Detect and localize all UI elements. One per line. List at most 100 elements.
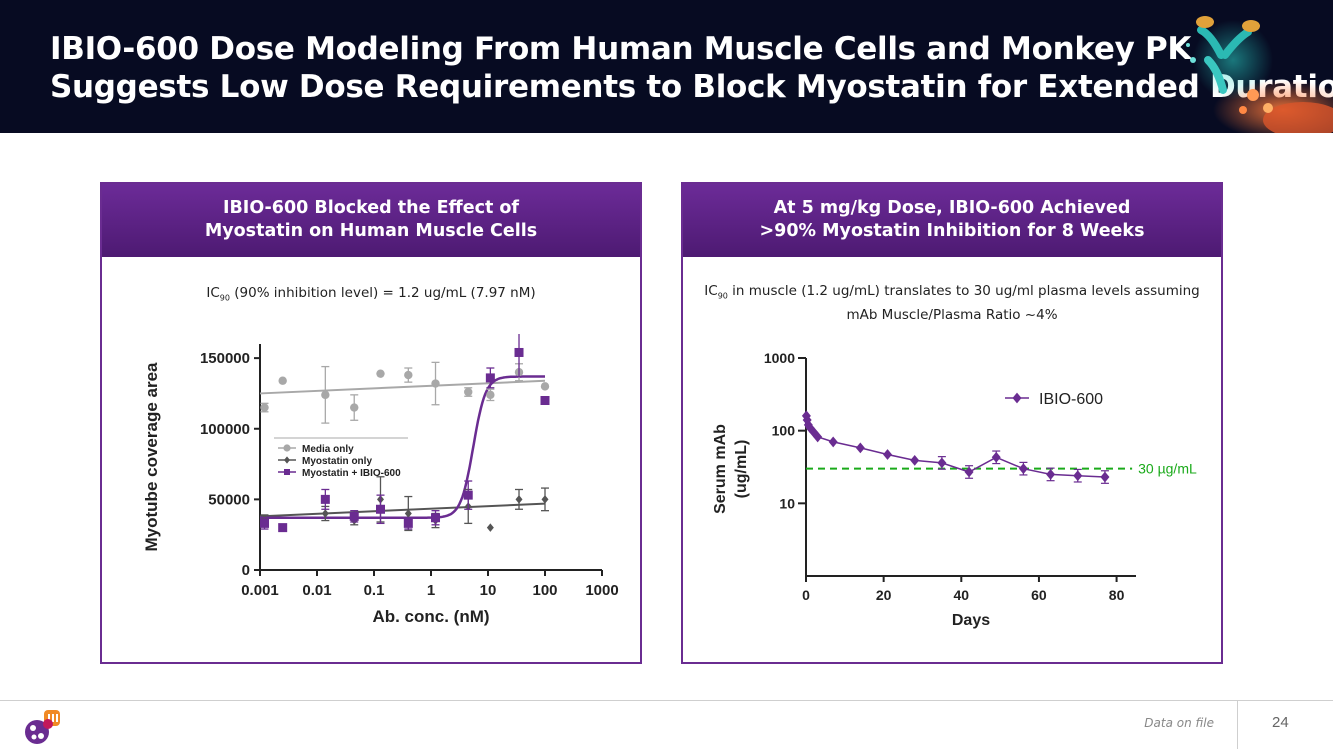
data-point bbox=[321, 509, 329, 518]
y-tick-label: 150000 bbox=[200, 350, 250, 367]
fit-line bbox=[259, 502, 546, 518]
slide-header: IBIO-600 Dose Modeling From Human Muscle… bbox=[0, 0, 1333, 133]
footnote: Data on file bbox=[1144, 716, 1214, 730]
data-point bbox=[376, 369, 385, 378]
data-point bbox=[991, 451, 1001, 463]
threshold-label: 30 µg/mL bbox=[1138, 461, 1197, 477]
ic90-text: (90% inhibition level) = 1.2 ug/mL (7.97… bbox=[229, 285, 536, 301]
footer-vertical-divider bbox=[1237, 701, 1238, 749]
x-tick-label: 0.01 bbox=[302, 582, 331, 599]
x-tick-label: 100 bbox=[532, 582, 557, 599]
data-point bbox=[515, 495, 523, 504]
x-tick-label: 0 bbox=[802, 587, 810, 603]
legend-label: Media only bbox=[302, 444, 354, 455]
left-panel-title-line-2: Myostatin on Human Muscle Cells bbox=[204, 221, 538, 241]
right-panel-note-line-2: mAb Muscle/Plasma Ratio ~4% bbox=[846, 306, 1058, 323]
data-point bbox=[321, 390, 330, 400]
legend-label: IBIO-600 bbox=[1039, 391, 1103, 408]
dose-response-chart: 0.001 0.01 0.1 1 10 100 1000 0 50000 100000 150000… bbox=[142, 334, 619, 626]
data-point bbox=[404, 509, 412, 518]
data-point bbox=[910, 454, 920, 466]
y-axis-title-line-2: (ug/mL) bbox=[733, 440, 750, 499]
x-tick-label: 10 bbox=[480, 582, 497, 599]
data-point bbox=[463, 490, 473, 500]
data-point bbox=[855, 442, 865, 454]
data-point bbox=[278, 523, 288, 533]
data-point bbox=[1073, 470, 1083, 482]
ic90-prefix: IC bbox=[704, 283, 718, 299]
pk-chart: 0 20 40 60 80 10 100 1000 Days Serum mAb (ug/mL) 30… bbox=[712, 350, 1197, 629]
y-tick-label: 10 bbox=[779, 495, 795, 511]
legend-swatch-marker bbox=[283, 444, 291, 452]
data-point bbox=[1018, 463, 1028, 475]
y-tick-label: 0 bbox=[242, 562, 250, 579]
page-number: 24 bbox=[1272, 714, 1289, 731]
x-tick-label: 0.1 bbox=[364, 582, 385, 599]
x-axis-title: Ab. conc. (nM) bbox=[372, 607, 489, 626]
data-point bbox=[320, 494, 330, 504]
data-point bbox=[350, 403, 359, 412]
right-panel-title: At 5 mg/kg Dose, IBIO-600 Achieved >90% … bbox=[683, 184, 1221, 257]
data-point bbox=[883, 449, 893, 460]
legend-swatch-marker bbox=[284, 469, 290, 475]
y-tick-label: 1000 bbox=[764, 350, 795, 366]
ic90-subscript: 90 bbox=[219, 293, 230, 303]
data-point bbox=[937, 457, 947, 469]
data-point bbox=[541, 495, 549, 504]
legend-swatch-marker bbox=[1012, 392, 1022, 404]
slide-title-line-2: Suggests Low Dose Requirements to Block … bbox=[50, 69, 1333, 105]
data-point bbox=[278, 376, 287, 385]
data-point bbox=[349, 511, 359, 521]
data-point bbox=[375, 504, 385, 514]
data-point bbox=[260, 518, 270, 528]
legend-label: Myostatin only bbox=[302, 456, 372, 467]
data-point bbox=[1046, 469, 1056, 480]
left-panel-ic90-note: IC90 (90% inhibition level) = 1.2 ug/mL … bbox=[102, 284, 640, 308]
data-point bbox=[514, 347, 524, 357]
x-tick-label: 20 bbox=[876, 587, 892, 603]
left-panel-title-line-1: IBIO-600 Blocked the Effect of bbox=[222, 198, 520, 218]
slide-title: IBIO-600 Dose Modeling From Human Muscle… bbox=[50, 30, 1333, 106]
data-point bbox=[431, 379, 440, 388]
ic90-subscript: 90 bbox=[717, 291, 728, 301]
slide-title-line-1: IBIO-600 Dose Modeling From Human Muscle… bbox=[50, 31, 1192, 67]
x-axis-title: Days bbox=[952, 612, 990, 629]
x-tick-label: 1000 bbox=[585, 582, 618, 599]
x-tick-label: 0.001 bbox=[241, 582, 279, 599]
data-point bbox=[813, 431, 823, 443]
y-axis-title: Myotube coverage area bbox=[142, 362, 161, 552]
data-point bbox=[485, 373, 495, 383]
data-point bbox=[809, 426, 819, 438]
fit-line bbox=[259, 379, 546, 395]
antibody-illustration bbox=[1186, 16, 1333, 133]
data-point bbox=[540, 382, 550, 391]
y-tick-label: 100000 bbox=[200, 421, 250, 438]
data-point bbox=[431, 513, 441, 523]
data-point bbox=[486, 523, 494, 532]
data-point bbox=[464, 387, 473, 397]
y-tick-label: 50000 bbox=[208, 491, 250, 508]
sigmoid-fit-curve bbox=[260, 375, 545, 519]
right-panel-ic90-note: IC90 in muscle (1.2 ug/mL) translates to… bbox=[683, 282, 1221, 324]
left-panel-title: IBIO-600 Blocked the Effect of Myostatin… bbox=[102, 184, 640, 257]
legend-label: Myostatin + IBIO-600 bbox=[302, 468, 401, 479]
data-point bbox=[1100, 471, 1110, 483]
data-point bbox=[540, 396, 550, 405]
footer-divider-line bbox=[0, 700, 1333, 701]
data-point bbox=[964, 466, 974, 478]
x-tick-label: 80 bbox=[1109, 587, 1125, 603]
x-tick-label: 40 bbox=[954, 587, 970, 603]
left-panel: IBIO-600 Blocked the Effect of Myostatin… bbox=[100, 182, 642, 664]
right-note-text: in muscle (1.2 ug/mL) translates to 30 u… bbox=[727, 283, 1200, 299]
y-tick-label: 100 bbox=[772, 423, 796, 439]
x-tick-label: 1 bbox=[427, 582, 435, 599]
right-panel-title-line-2: >90% Myostatin Inhibition for 8 Weeks bbox=[759, 221, 1145, 241]
right-panel-note-line-1: IC90 in muscle (1.2 ug/mL) translates to… bbox=[683, 282, 1221, 306]
legend-swatch-marker bbox=[284, 456, 290, 464]
company-logo-icon bbox=[25, 710, 60, 744]
ic90-prefix: IC bbox=[206, 285, 220, 301]
data-point bbox=[486, 390, 495, 400]
data-point bbox=[828, 436, 838, 448]
y-axis-title-line-1: Serum mAb bbox=[712, 424, 729, 514]
x-tick-label: 60 bbox=[1031, 587, 1047, 603]
